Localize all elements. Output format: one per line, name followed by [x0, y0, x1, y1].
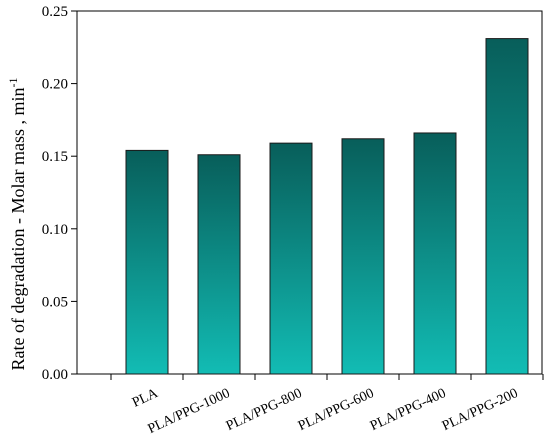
- y-axis-label: Rate of degradation - Molar mass , min-1: [6, 78, 28, 371]
- bar: [125, 149, 169, 375]
- bar: [341, 138, 385, 375]
- y-tick-label: 0.15: [42, 149, 68, 165]
- x-tick-label: PLA/PPG-400: [368, 386, 448, 434]
- x-tick-label: PLA/PPG-800: [224, 386, 304, 434]
- x-tick-label: PLA/PPG-200: [440, 386, 520, 434]
- y-axis-label-text: Rate of degradation - Molar mass , min: [8, 88, 28, 371]
- x-tick-label: PLA: [130, 386, 161, 411]
- y-axis-ticks: 0.00 0.05 0.10 0.15 0.20 0.25: [42, 4, 77, 383]
- x-tick-label: PLA/PPG-1000: [146, 386, 233, 437]
- bar: [485, 38, 529, 375]
- y-tick-label: 0.25: [42, 4, 68, 20]
- y-tick-label: 0.05: [42, 294, 68, 310]
- y-tick-label: 0.00: [42, 367, 68, 383]
- bar: [269, 142, 313, 375]
- bars: [125, 38, 529, 375]
- y-tick-label: 0.20: [42, 77, 68, 93]
- y-axis-label-superscript: -1: [6, 78, 20, 88]
- x-axis-ticks: PLAPLA/PPG-1000PLA/PPG-800PLA/PPG-600PLA…: [110, 374, 544, 437]
- y-tick-label: 0.10: [42, 222, 68, 238]
- bar: [197, 154, 241, 375]
- x-tick-label: PLA/PPG-600: [296, 386, 376, 434]
- bar: [413, 132, 457, 375]
